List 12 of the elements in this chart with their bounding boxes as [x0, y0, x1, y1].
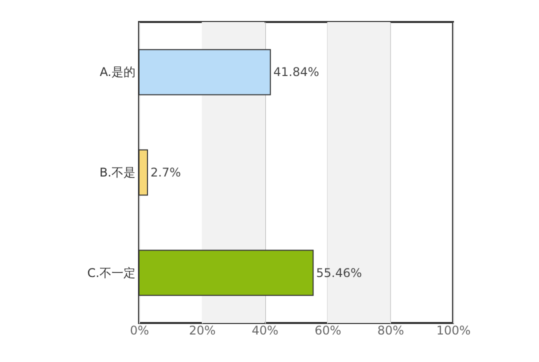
data-label: 55.46%	[316, 266, 362, 280]
x-tick-label: 20%	[188, 324, 216, 338]
x-tick-label: 100%	[436, 324, 471, 338]
y-tick-label: C.不一定	[87, 266, 136, 280]
x-tick-label: 60%	[314, 324, 342, 338]
y-tick-label: B.不是	[99, 166, 136, 180]
data-label: 41.84%	[273, 65, 320, 80]
x-tick-label: 0%	[130, 324, 150, 338]
x-tick-label: 80%	[377, 324, 404, 338]
x-tick-label: 40%	[252, 324, 278, 338]
data-label: 2.7%	[150, 166, 181, 180]
y-tick-label: A.是的	[100, 65, 136, 80]
